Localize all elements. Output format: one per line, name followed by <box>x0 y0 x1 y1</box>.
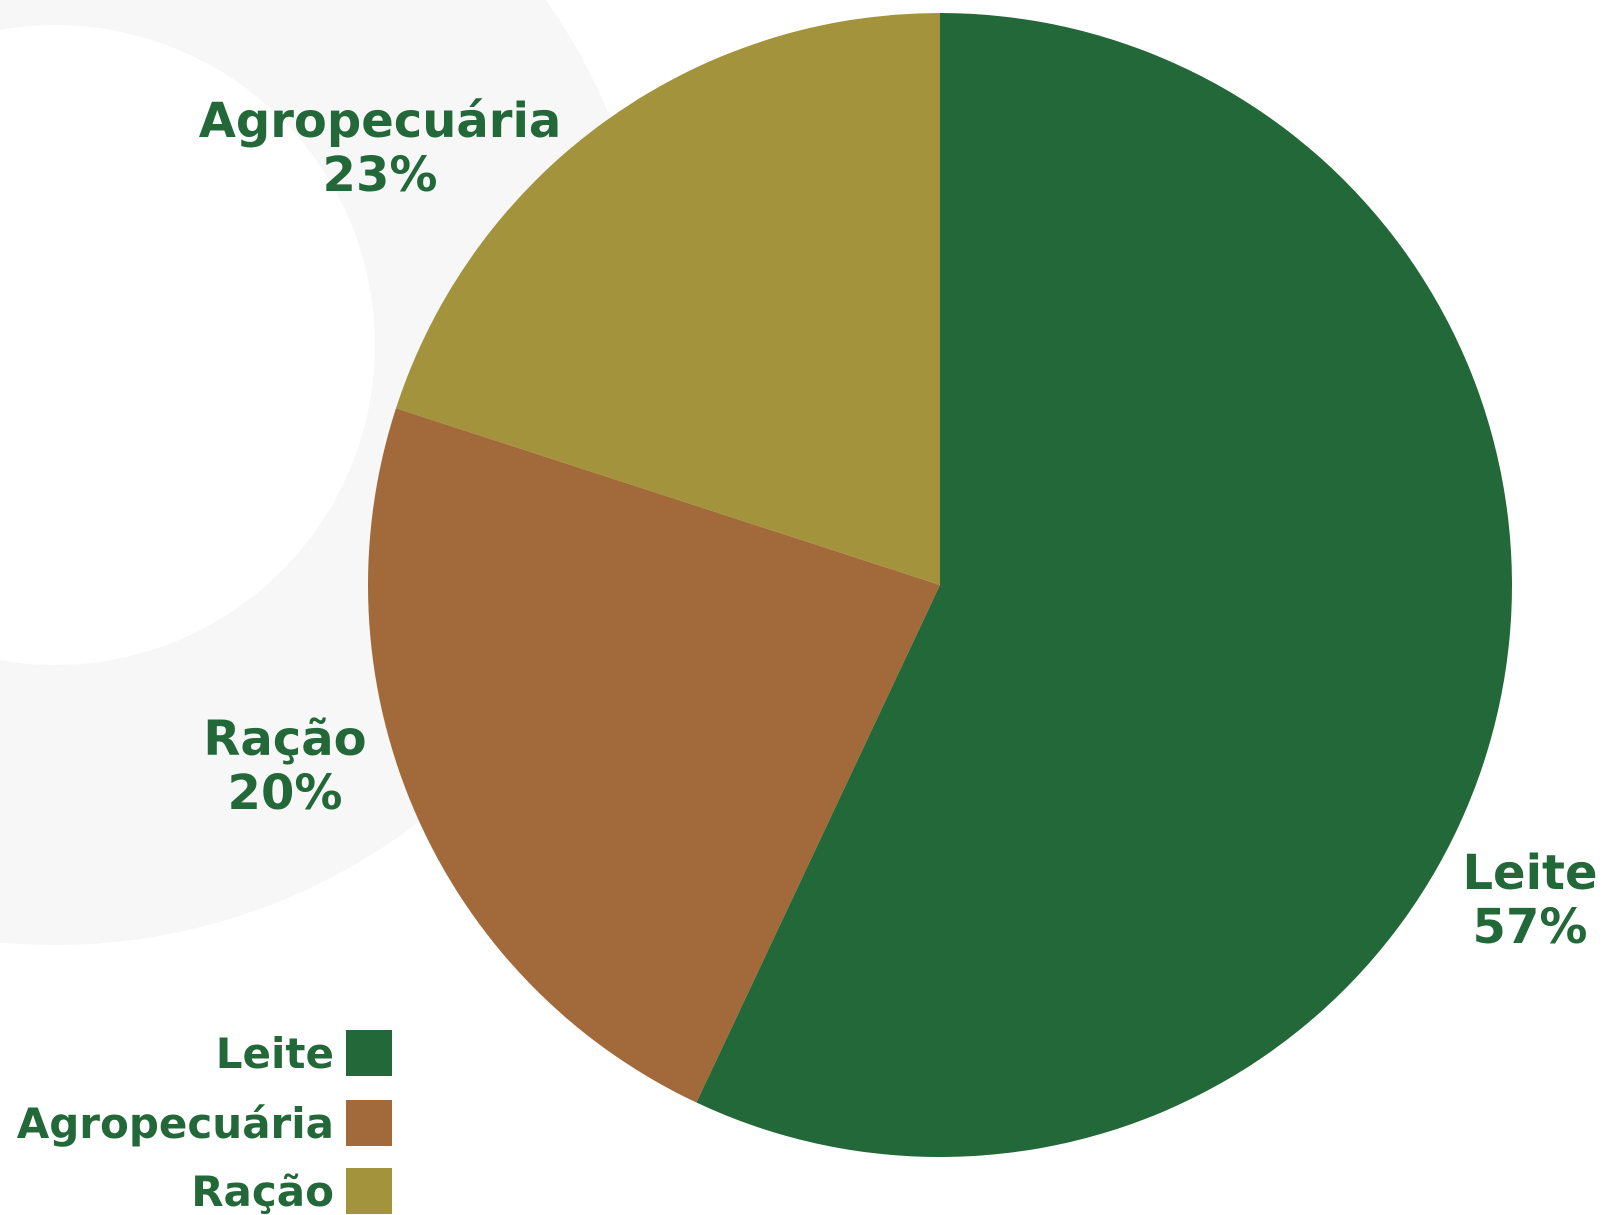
pie-slice-agropecuaria <box>367 408 940 1103</box>
legend-item-racao: Ração <box>191 1166 392 1215</box>
legend-swatch-racao <box>346 1168 392 1214</box>
slice-label-racao-value: 20% <box>227 765 343 821</box>
legend-swatch-leite <box>346 1030 392 1076</box>
background-circle-inner <box>0 25 375 665</box>
slice-label-racao: Ração 20% <box>140 712 430 820</box>
slice-label-agropecuaria-name: Agropecuária <box>198 93 562 149</box>
slice-label-agropecuaria: Agropecuária 23% <box>180 94 580 202</box>
pie-slice-leite <box>696 13 1512 1157</box>
pie-slice-racao <box>395 13 940 585</box>
legend-item-leite: Leite <box>215 1028 392 1078</box>
legend-item-agropecuaria: Agropecuária <box>16 1098 392 1148</box>
legend-label-racao: Ração <box>191 1166 334 1215</box>
legend-label-agropecuaria: Agropecuária <box>16 1098 334 1148</box>
slice-label-agropecuaria-value: 23% <box>322 147 438 203</box>
slice-label-leite-name: Leite <box>1462 845 1598 901</box>
slice-label-racao-name: Ração <box>203 711 367 767</box>
slice-label-leite-value: 57% <box>1472 899 1588 955</box>
legend-label-leite: Leite <box>215 1028 334 1078</box>
legend-swatch-agropecuaria <box>346 1100 392 1146</box>
slice-label-leite: Leite 57% <box>1440 846 1620 954</box>
